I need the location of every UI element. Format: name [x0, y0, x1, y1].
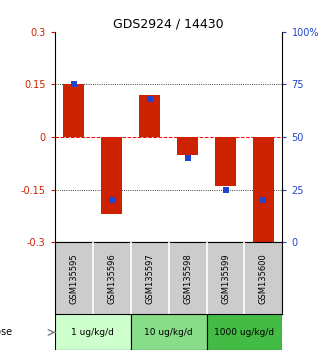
Text: GSM135598: GSM135598	[183, 253, 192, 304]
Text: GSM135595: GSM135595	[69, 253, 78, 304]
Text: GSM135597: GSM135597	[145, 253, 154, 304]
Text: 10 ug/kg/d: 10 ug/kg/d	[144, 328, 193, 337]
Title: GDS2924 / 14430: GDS2924 / 14430	[113, 18, 224, 31]
Text: GSM135596: GSM135596	[107, 253, 116, 304]
Bar	[63, 85, 84, 137]
Text: dose: dose	[0, 327, 13, 337]
Bar	[55, 314, 131, 350]
Bar	[101, 137, 122, 214]
Bar	[206, 314, 282, 350]
Text: GSM135599: GSM135599	[221, 253, 230, 304]
Text: 1000 ug/kg/d: 1000 ug/kg/d	[214, 328, 274, 337]
Text: 1 ug/kg/d: 1 ug/kg/d	[71, 328, 114, 337]
Bar	[139, 95, 160, 137]
Bar	[131, 314, 206, 350]
Bar	[215, 137, 236, 186]
Bar	[177, 137, 198, 155]
Text: GSM135600: GSM135600	[259, 253, 268, 304]
Bar	[253, 137, 274, 242]
